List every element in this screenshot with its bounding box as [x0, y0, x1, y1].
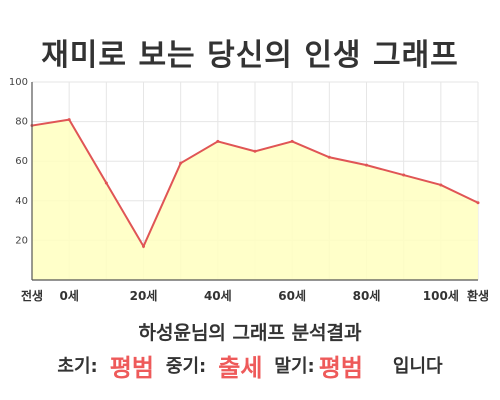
result-summary: 초기: 평범 중기: 출세 말기: 평범 입니다 — [0, 347, 500, 383]
early-label: 초기: — [57, 356, 98, 377]
chart-axes: 20 40 60 80 100 전생 0세 20세 40세 60세 80세 100세 환생 — [9, 77, 489, 303]
y-tick-label: 100 — [9, 77, 28, 88]
x-tick-label: 0세 — [59, 288, 78, 303]
middle-label: 중기: — [165, 356, 207, 377]
x-tick-label: 전생 — [21, 288, 43, 303]
data-point — [402, 173, 406, 177]
life-graph-chart: 20 40 60 80 100 전생 0세 20세 40세 60세 80세 100세 환생 — [9, 77, 489, 303]
result-suffix: 입니다 — [392, 356, 443, 377]
y-tick-label: 40 — [15, 196, 28, 207]
y-tick-label: 60 — [15, 156, 28, 167]
data-point — [104, 181, 108, 185]
data-point — [179, 161, 183, 165]
data-point — [476, 201, 480, 205]
chart-plot — [30, 118, 480, 280]
page-title: 재미로 보는 당신의 인생 그래프 — [41, 38, 459, 73]
result-subtitle: 하성윤님의 그래프 분석결과 — [138, 322, 362, 344]
data-point — [216, 139, 220, 143]
x-tick-label: 100세 — [423, 288, 459, 303]
x-tick-label: 60세 — [278, 288, 306, 303]
x-tick-label: 80세 — [353, 288, 381, 303]
x-tick-label: 20세 — [130, 288, 158, 303]
data-point — [142, 244, 145, 248]
y-tick-label: 20 — [15, 235, 28, 246]
x-tick-label: 40세 — [204, 288, 232, 303]
middle-value: 출세 — [218, 353, 263, 382]
data-point — [290, 139, 294, 143]
early-value: 평범 — [109, 353, 154, 382]
late-value: 평범 — [318, 353, 363, 382]
data-point — [327, 155, 331, 159]
data-point — [253, 149, 257, 153]
y-tick-label: 80 — [15, 117, 28, 128]
data-point — [67, 118, 71, 122]
data-point — [439, 183, 443, 187]
data-point — [365, 163, 368, 167]
area-fill — [32, 119, 478, 280]
x-tick-label: 환생 — [467, 288, 489, 303]
late-label: 말기: — [274, 356, 315, 377]
